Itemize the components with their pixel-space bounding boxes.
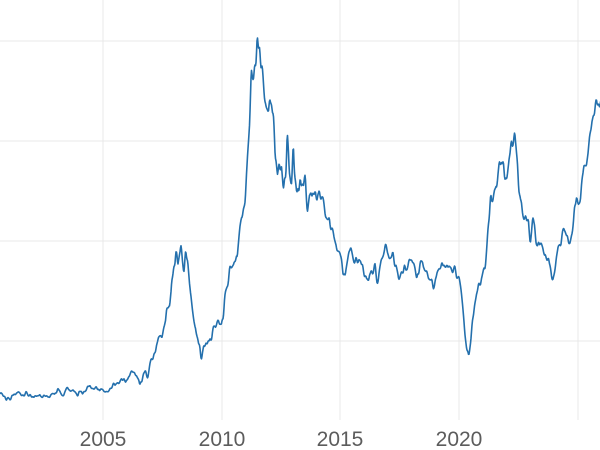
svg-text:2005: 2005 [80, 428, 127, 450]
svg-text:2020: 2020 [436, 428, 483, 450]
svg-text:2015: 2015 [317, 428, 364, 450]
svg-text:2010: 2010 [199, 428, 246, 450]
